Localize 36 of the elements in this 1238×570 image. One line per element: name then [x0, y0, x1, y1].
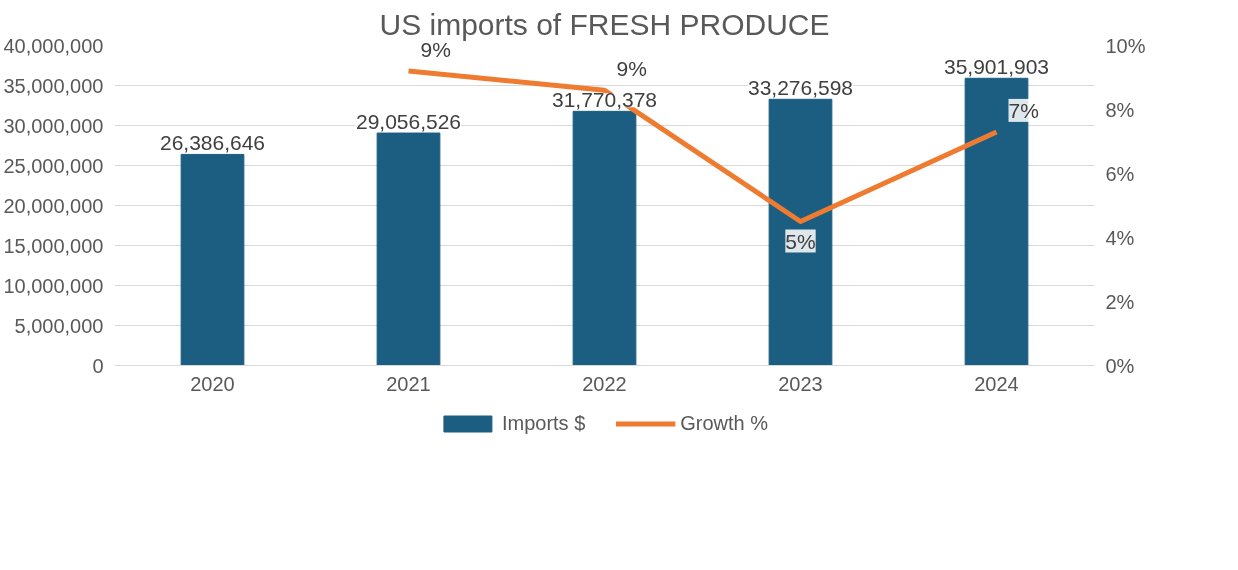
x-tick-label: 2022: [582, 372, 627, 395]
y-tick-label: 10,000,000: [3, 274, 104, 297]
bar: [180, 153, 245, 366]
y-tick-label: 30,000,000: [3, 114, 104, 137]
y2-tick-label: 2%: [1105, 290, 1135, 313]
y2-tick-label: 4%: [1105, 226, 1135, 249]
x-tick-label: 2021: [386, 372, 431, 395]
data-label: 26,386,646: [159, 131, 266, 155]
y2-tick-label: 10%: [1105, 34, 1146, 57]
y2-tick-label: 8%: [1105, 98, 1135, 121]
data-label: 35,901,903: [943, 55, 1050, 79]
data-label: 29,056,526: [355, 110, 462, 134]
chart-title: US imports of FRESH PRODUCE: [379, 7, 830, 41]
x-tick-label: 2020: [190, 372, 235, 395]
data-label: 9%: [616, 57, 647, 81]
y-tick-label: 20,000,000: [3, 194, 104, 217]
bar: [572, 110, 637, 366]
legend-label: Imports $: [501, 411, 586, 435]
data-label: 9%: [420, 38, 451, 62]
y2-tick-label: 0%: [1105, 354, 1135, 377]
y-tick-label: 35,000,000: [3, 74, 104, 97]
y2-tick-label: 6%: [1105, 162, 1135, 185]
bar: [768, 98, 833, 366]
y-tick-label: 25,000,000: [3, 154, 104, 177]
y-tick-label: 40,000,000: [3, 34, 104, 57]
data-label: 7%: [1008, 98, 1039, 122]
x-tick-label: 2024: [974, 372, 1019, 395]
y-tick-label: 0: [92, 354, 104, 377]
data-label: 31,770,378: [551, 88, 658, 112]
legend-label: Growth %: [680, 411, 769, 435]
data-label: 5%: [785, 229, 816, 253]
bar: [376, 132, 441, 366]
y-tick-label: 15,000,000: [3, 234, 104, 257]
data-label: 33,276,598: [747, 76, 854, 100]
y-tick-label: 5,000,000: [14, 314, 104, 337]
x-tick-label: 2023: [778, 372, 823, 395]
